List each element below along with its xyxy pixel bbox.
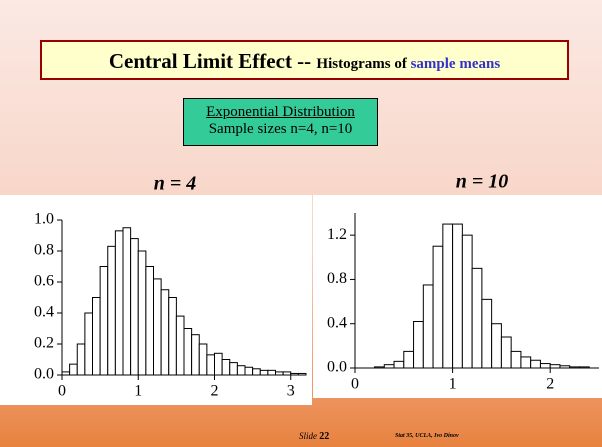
title-highlight: sample means [410, 56, 501, 72]
bar [198, 343, 208, 376]
subtitle-line: Sample sizes n=4, n=10 [208, 121, 353, 137]
bar [267, 369, 276, 376]
bar [259, 369, 269, 376]
bar [99, 266, 109, 376]
y-tick-label: 0.0 [327, 359, 347, 376]
bar [114, 230, 124, 376]
y-tick-label: 0.0 [34, 366, 54, 383]
bar [236, 365, 246, 376]
chart-title: n = 4 [154, 173, 197, 195]
chart-title: n = 10 [456, 171, 509, 193]
y-tick-label: 0.2 [34, 335, 54, 352]
bar [403, 350, 415, 369]
bar [206, 354, 215, 376]
bar [442, 223, 454, 369]
bar [168, 297, 177, 376]
bar [471, 267, 483, 369]
bar [520, 356, 532, 369]
bar [481, 298, 493, 369]
footer: Slide 22 Stat 35, UCLA, Ivo Dinov [0, 431, 602, 445]
y-tick-label: 0.4 [34, 304, 54, 321]
bar [422, 284, 434, 369]
bar [160, 289, 170, 376]
bar [183, 328, 193, 376]
bar [252, 368, 261, 376]
x-tick-label: 0 [58, 383, 66, 400]
bar [510, 350, 522, 369]
bar [244, 366, 254, 376]
y-tick-label: 0.6 [34, 273, 54, 290]
bar [432, 245, 444, 369]
bar [413, 321, 424, 369]
bar [175, 315, 185, 376]
subtitle-box: Exponential Distribution Sample sizes n=4… [183, 98, 378, 146]
subtitle-line: Exponential Distribution [206, 104, 355, 120]
bar [214, 352, 223, 376]
y-tick-label: 0.8 [34, 242, 54, 259]
title-main: Central Limit Effect -- [108, 49, 317, 73]
bar [84, 312, 93, 376]
bar [393, 360, 405, 369]
title-part: Histograms of [316, 56, 411, 72]
bar [221, 359, 231, 376]
y-tick-label: 1.2 [327, 226, 347, 243]
bar [122, 227, 132, 376]
bar [500, 336, 512, 369]
bar [130, 238, 139, 376]
x-tick-label: 3 [287, 383, 295, 400]
y-tick-label: 0.4 [327, 314, 347, 331]
x-tick-label: 2 [546, 376, 554, 393]
bar [229, 362, 238, 376]
bar [461, 234, 473, 369]
bar [145, 266, 154, 376]
bar [76, 343, 86, 376]
bar [153, 278, 162, 376]
y-tick-label: 1.0 [34, 211, 54, 228]
slide-number: 22 [319, 431, 330, 442]
y-tick-label: 0.8 [327, 270, 347, 287]
source: Stat 35, UCLA, Ivo Dinov [395, 433, 459, 439]
x-tick-label: 2 [211, 383, 219, 400]
bar [92, 297, 101, 376]
bar [107, 245, 116, 376]
bar [491, 323, 502, 369]
slide-word: Slide [299, 431, 317, 441]
bar [530, 359, 541, 369]
bar [539, 363, 551, 369]
x-tick-label: 0 [351, 376, 359, 393]
title-box: Central Limit Effect -- Histograms of sa… [40, 40, 569, 80]
bar [452, 223, 463, 369]
bar [191, 334, 200, 376]
bar [137, 250, 147, 376]
x-tick-label: 1 [449, 376, 457, 393]
bar [69, 363, 78, 376]
x-tick-label: 1 [134, 383, 142, 400]
